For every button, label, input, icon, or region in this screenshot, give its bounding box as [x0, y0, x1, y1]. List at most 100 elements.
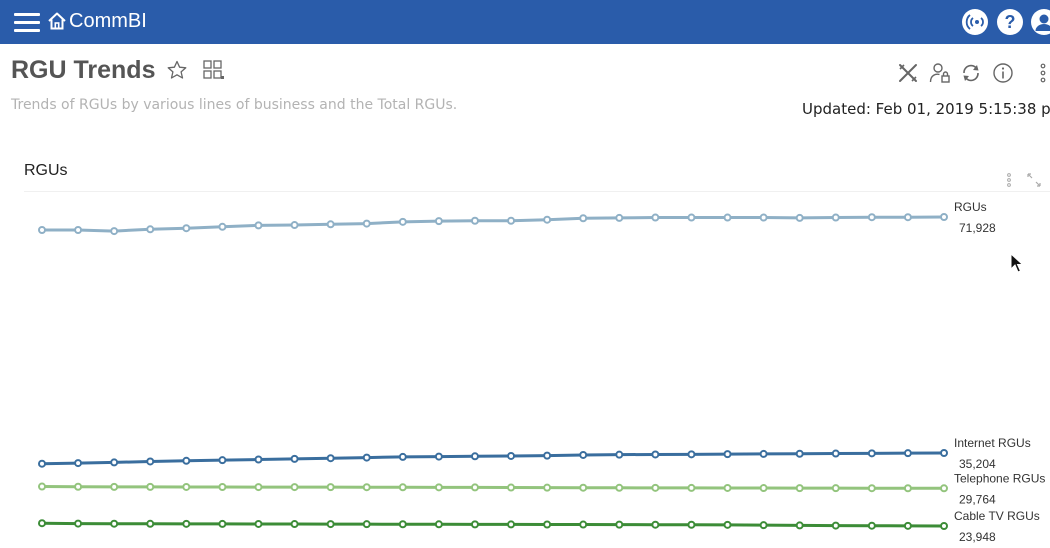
rgus-point[interactable] — [543, 215, 552, 224]
telephone-rgus-point[interactable] — [434, 483, 443, 492]
telephone-rgus-point[interactable] — [254, 483, 263, 492]
telephone-rgus-point[interactable] — [615, 483, 624, 492]
cable-tv-rgus-point[interactable] — [543, 520, 552, 529]
telephone-rgus-point[interactable] — [362, 483, 371, 492]
expand-icon[interactable] — [1026, 172, 1042, 188]
internet-rgus-point[interactable] — [38, 459, 46, 468]
more-icon[interactable] — [1032, 62, 1050, 84]
rgus-point[interactable] — [254, 221, 263, 230]
help-icon[interactable]: ? — [997, 9, 1023, 35]
cable-tv-rgus-point[interactable] — [903, 521, 912, 530]
rgus-point[interactable] — [687, 213, 696, 222]
rgus-point[interactable] — [434, 217, 443, 226]
telephone-rgus-point[interactable] — [507, 483, 516, 492]
cable-tv-rgus-point[interactable] — [110, 519, 119, 528]
internet-rgus-point[interactable] — [579, 450, 588, 459]
internet-rgus-point[interactable] — [687, 450, 696, 459]
telephone-rgus-point[interactable] — [723, 483, 732, 492]
telephone-rgus-point[interactable] — [867, 484, 876, 493]
telephone-rgus-point[interactable] — [74, 482, 83, 491]
cable-tv-rgus-point[interactable] — [182, 519, 191, 528]
internet-rgus-point[interactable] — [326, 454, 335, 463]
internet-rgus-point[interactable] — [903, 449, 912, 458]
internet-rgus-point[interactable] — [110, 458, 119, 467]
menu-icon[interactable] — [14, 13, 40, 33]
cable-tv-rgus-point[interactable] — [615, 520, 624, 529]
internet-rgus-point[interactable] — [254, 455, 263, 464]
rgus-point[interactable] — [723, 213, 732, 222]
telephone-rgus-point[interactable] — [182, 482, 191, 491]
cable-tv-rgus-point[interactable] — [470, 520, 479, 529]
telephone-rgus-point[interactable] — [218, 483, 227, 492]
cable-tv-rgus-point[interactable] — [290, 520, 299, 529]
telephone-rgus-point[interactable] — [759, 484, 768, 493]
internet-rgus-point[interactable] — [723, 450, 732, 459]
rgus-point[interactable] — [326, 220, 335, 229]
internet-rgus-point[interactable] — [831, 449, 840, 458]
cable-tv-rgus-point[interactable] — [940, 522, 948, 530]
internet-rgus-point[interactable] — [146, 457, 155, 466]
telephone-rgus-point[interactable] — [470, 483, 479, 492]
rgus-point[interactable] — [759, 213, 768, 222]
broadcast-icon[interactable] — [962, 9, 988, 35]
internet-rgus-point[interactable] — [507, 451, 516, 460]
rgus-point[interactable] — [182, 224, 191, 233]
rgus-point[interactable] — [110, 227, 119, 236]
cable-tv-rgus-point[interactable] — [254, 519, 263, 528]
user-lock-icon[interactable] — [929, 62, 951, 84]
cable-tv-rgus-point[interactable] — [218, 519, 227, 528]
cable-tv-rgus-point[interactable] — [579, 520, 588, 529]
cable-tv-rgus-point[interactable] — [434, 520, 443, 529]
internet-rgus-point[interactable] — [182, 456, 191, 465]
cable-tv-rgus-point[interactable] — [795, 521, 804, 530]
telephone-rgus-point[interactable] — [940, 484, 948, 493]
rgus-point[interactable] — [38, 226, 46, 234]
telephone-rgus-point[interactable] — [687, 483, 696, 492]
rgus-point[interactable] — [579, 214, 588, 223]
cable-tv-rgus-point[interactable] — [687, 520, 696, 529]
internet-rgus-point[interactable] — [940, 449, 948, 457]
telephone-rgus-point[interactable] — [795, 484, 804, 493]
rgus-point[interactable] — [867, 213, 876, 222]
panel-more-icon[interactable] — [1003, 172, 1015, 188]
cable-tv-rgus-point[interactable] — [507, 520, 516, 529]
info-icon[interactable] — [992, 62, 1014, 84]
rgus-point[interactable] — [362, 219, 371, 228]
internet-rgus-point[interactable] — [290, 454, 299, 463]
internet-rgus-point[interactable] — [362, 453, 371, 462]
rgus-point[interactable] — [146, 225, 155, 234]
cable-tv-rgus-point[interactable] — [326, 520, 335, 529]
internet-rgus-point[interactable] — [795, 449, 804, 458]
user-icon[interactable] — [1031, 9, 1050, 35]
rgus-point[interactable] — [398, 217, 407, 226]
telephone-rgus-point[interactable] — [110, 482, 119, 491]
cable-tv-rgus-point[interactable] — [362, 520, 371, 529]
rgus-point[interactable] — [903, 213, 912, 222]
telephone-rgus-point[interactable] — [290, 483, 299, 492]
home-icon[interactable] — [47, 11, 67, 31]
rgus-point[interactable] — [507, 216, 516, 225]
internet-rgus-point[interactable] — [651, 450, 660, 459]
cable-tv-rgus-point[interactable] — [867, 521, 876, 530]
cable-tv-rgus-point[interactable] — [723, 520, 732, 529]
rgus-point[interactable] — [470, 216, 479, 225]
internet-rgus-point[interactable] — [543, 451, 552, 460]
tools-icon[interactable] — [897, 62, 919, 84]
cable-tv-rgus-point[interactable] — [831, 521, 840, 530]
internet-rgus-point[interactable] — [218, 456, 227, 465]
rgus-point[interactable] — [940, 213, 948, 221]
cable-tv-rgus-point[interactable] — [651, 520, 660, 529]
internet-rgus-point[interactable] — [74, 459, 83, 468]
telephone-rgus-point[interactable] — [398, 483, 407, 492]
telephone-rgus-point[interactable] — [903, 484, 912, 493]
internet-rgus-point[interactable] — [759, 449, 768, 458]
internet-rgus-point[interactable] — [398, 452, 407, 461]
internet-rgus-point[interactable] — [434, 452, 443, 461]
cable-tv-rgus-point[interactable] — [146, 519, 155, 528]
app-name[interactable]: CommBI — [69, 10, 147, 32]
rgus-point[interactable] — [831, 213, 840, 222]
cable-tv-rgus-point[interactable] — [398, 520, 407, 529]
telephone-rgus-point[interactable] — [579, 483, 588, 492]
refresh-icon[interactable] — [960, 62, 982, 84]
telephone-rgus-point[interactable] — [146, 482, 155, 491]
